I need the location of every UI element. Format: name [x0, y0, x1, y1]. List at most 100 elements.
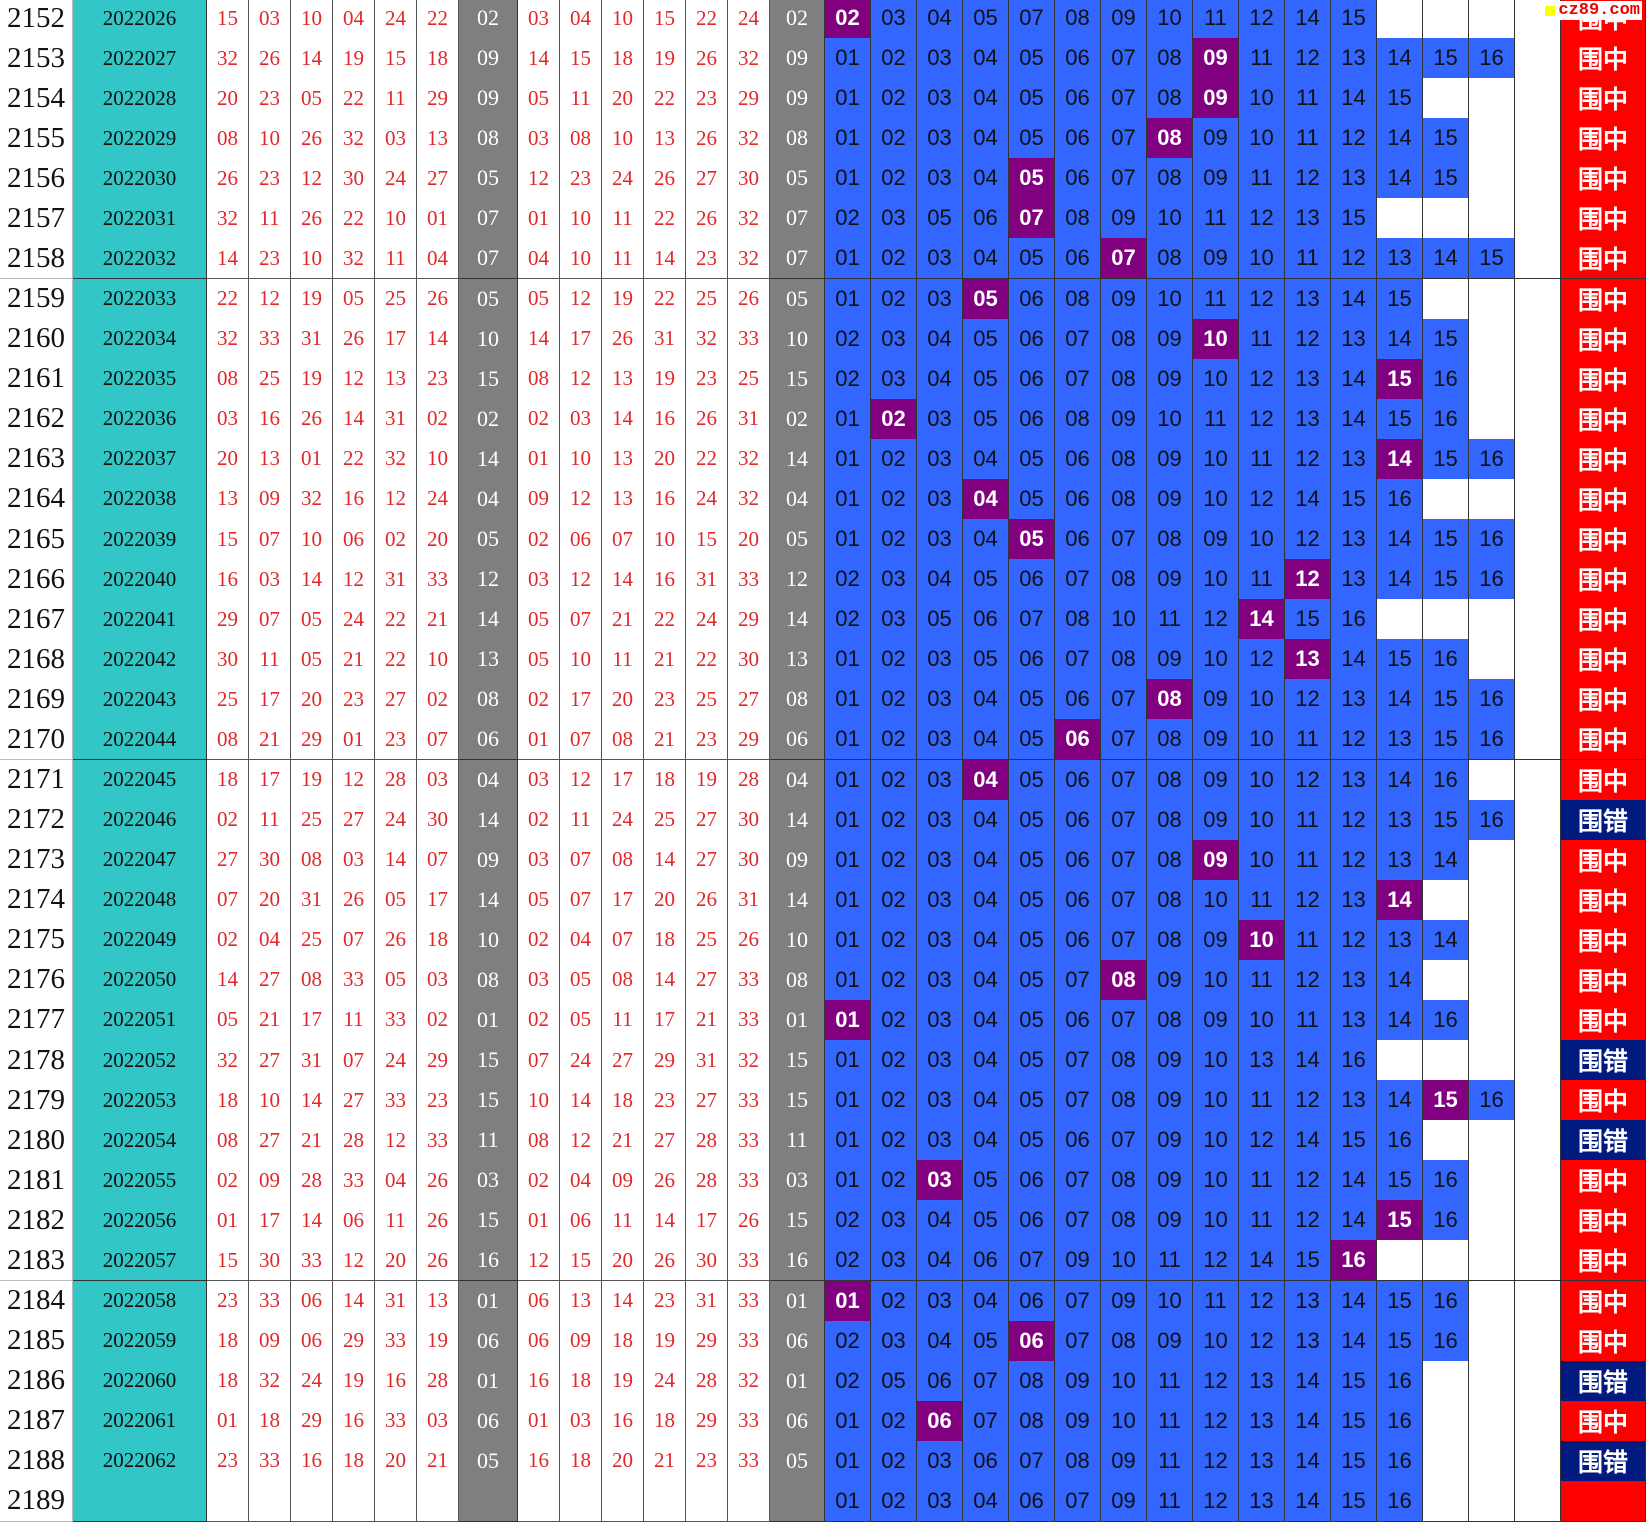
pick-number: 06 [1055, 799, 1101, 841]
sorted-number: 16 [644, 478, 686, 520]
pick-number: 15 [1423, 438, 1469, 480]
pick-number: 15 [1331, 1480, 1377, 1522]
blue-number: 15 [770, 358, 825, 400]
pick-number: 10 [1193, 639, 1239, 681]
blue-number: 16 [770, 1240, 825, 1282]
pick-number: 04 [963, 759, 1009, 801]
pick-number: 09 [1101, 1480, 1147, 1522]
pick-number: 09 [1147, 1120, 1193, 1162]
sorted-number: 24 [686, 478, 728, 520]
empty-cell [1515, 358, 1561, 400]
pick-number: 01 [825, 999, 871, 1041]
sorted-number: 03 [560, 1400, 602, 1442]
pick-number: 06 [1055, 78, 1101, 120]
result: 围中 [1561, 158, 1646, 200]
pick-number: 04 [963, 919, 1009, 961]
row-index: 2173 [0, 839, 73, 881]
sorted-number: 22 [686, 639, 728, 681]
blue-number: 01 [770, 999, 825, 1041]
pick-number: 11 [1285, 719, 1331, 761]
sorted-number: 12 [560, 358, 602, 400]
sorted-number: 31 [728, 879, 770, 921]
pick-number: 08 [1101, 639, 1147, 681]
empty-cell [1515, 1480, 1561, 1522]
pick-number: 15 [1377, 1200, 1423, 1242]
sorted-number: 22 [686, 438, 728, 480]
sorted-number: 21 [686, 999, 728, 1041]
pick-number: 01 [825, 519, 871, 561]
pick-number: 05 [1009, 839, 1055, 881]
empty-cell [1515, 1360, 1561, 1402]
pick-number: 16 [1469, 679, 1515, 721]
pick-number: 14 [1377, 158, 1423, 200]
draw-number: 27 [249, 1120, 291, 1162]
sorted-number: 11 [560, 799, 602, 841]
sorted-number: 05 [518, 278, 560, 320]
draw-number: 02 [417, 398, 459, 440]
row-index: 2185 [0, 1320, 73, 1362]
blue-number: 06 [459, 1400, 518, 1442]
pick-number: 13 [1331, 318, 1377, 360]
pick-number: 12 [1239, 278, 1285, 320]
pick-number: 03 [871, 1200, 917, 1242]
draw-number: 14 [417, 318, 459, 360]
pick-number: 03 [917, 78, 963, 120]
blue-number: 15 [459, 358, 518, 400]
pick-number: 16 [1423, 759, 1469, 801]
draw-number: 27 [417, 158, 459, 200]
pick-number: 09 [1193, 158, 1239, 200]
draw-number: 24 [375, 799, 417, 841]
pick-number: 13 [1331, 879, 1377, 921]
sorted-number: 10 [644, 519, 686, 561]
empty-cell [1469, 1400, 1515, 1442]
empty-cell [1423, 1400, 1469, 1442]
row-index: 2180 [0, 1120, 73, 1162]
draw-number: 03 [375, 118, 417, 160]
draw-number: 28 [417, 1360, 459, 1402]
sorted-number: 13 [602, 478, 644, 520]
pick-number: 03 [917, 1080, 963, 1122]
pick-number: 06 [963, 1240, 1009, 1282]
pick-number: 14 [1377, 679, 1423, 721]
sorted-number: 14 [602, 559, 644, 601]
sorted-number: 14 [602, 398, 644, 440]
pick-number: 06 [1009, 639, 1055, 681]
pick-number: 15 [1423, 799, 1469, 841]
sorted-number: 17 [560, 318, 602, 360]
draw-number: 12 [249, 278, 291, 320]
result: 围中 [1561, 1240, 1646, 1282]
sorted-number: 09 [602, 1160, 644, 1202]
draw-number: 05 [291, 639, 333, 681]
empty-cell [1469, 959, 1515, 1001]
pick-number: 15 [1331, 1120, 1377, 1162]
draw-number: 01 [207, 1200, 249, 1242]
draw-number: 13 [249, 438, 291, 480]
blue-number: 05 [459, 1440, 518, 1482]
draw-number: 23 [375, 719, 417, 761]
pick-number: 07 [1009, 1240, 1055, 1282]
issue-number: 2022053 [73, 1080, 207, 1122]
sorted-number: 21 [644, 719, 686, 761]
pick-number: 02 [825, 559, 871, 601]
pick-number: 16 [1469, 719, 1515, 761]
draw-number: 12 [333, 559, 375, 601]
draw-number: 20 [207, 438, 249, 480]
row-index: 2152 [0, 0, 73, 39]
empty-cell [1423, 478, 1469, 520]
pick-number: 07 [1101, 38, 1147, 80]
result: 围中 [1561, 679, 1646, 721]
sorted-number: 33 [728, 959, 770, 1001]
sorted-number: 30 [728, 158, 770, 200]
blue-number: 07 [770, 238, 825, 280]
pick-number: 12 [1331, 238, 1377, 280]
draw-number: 23 [249, 158, 291, 200]
sorted-number: 32 [728, 478, 770, 520]
pick-number: 04 [963, 719, 1009, 761]
sorted-number: 26 [728, 1200, 770, 1242]
result: 围错 [1561, 1360, 1646, 1402]
row-index: 2182 [0, 1200, 73, 1242]
pick-number: 14 [1285, 1480, 1331, 1522]
sorted-number: 11 [560, 78, 602, 120]
pick-number: 06 [1055, 38, 1101, 80]
sorted-number: 05 [518, 639, 560, 681]
